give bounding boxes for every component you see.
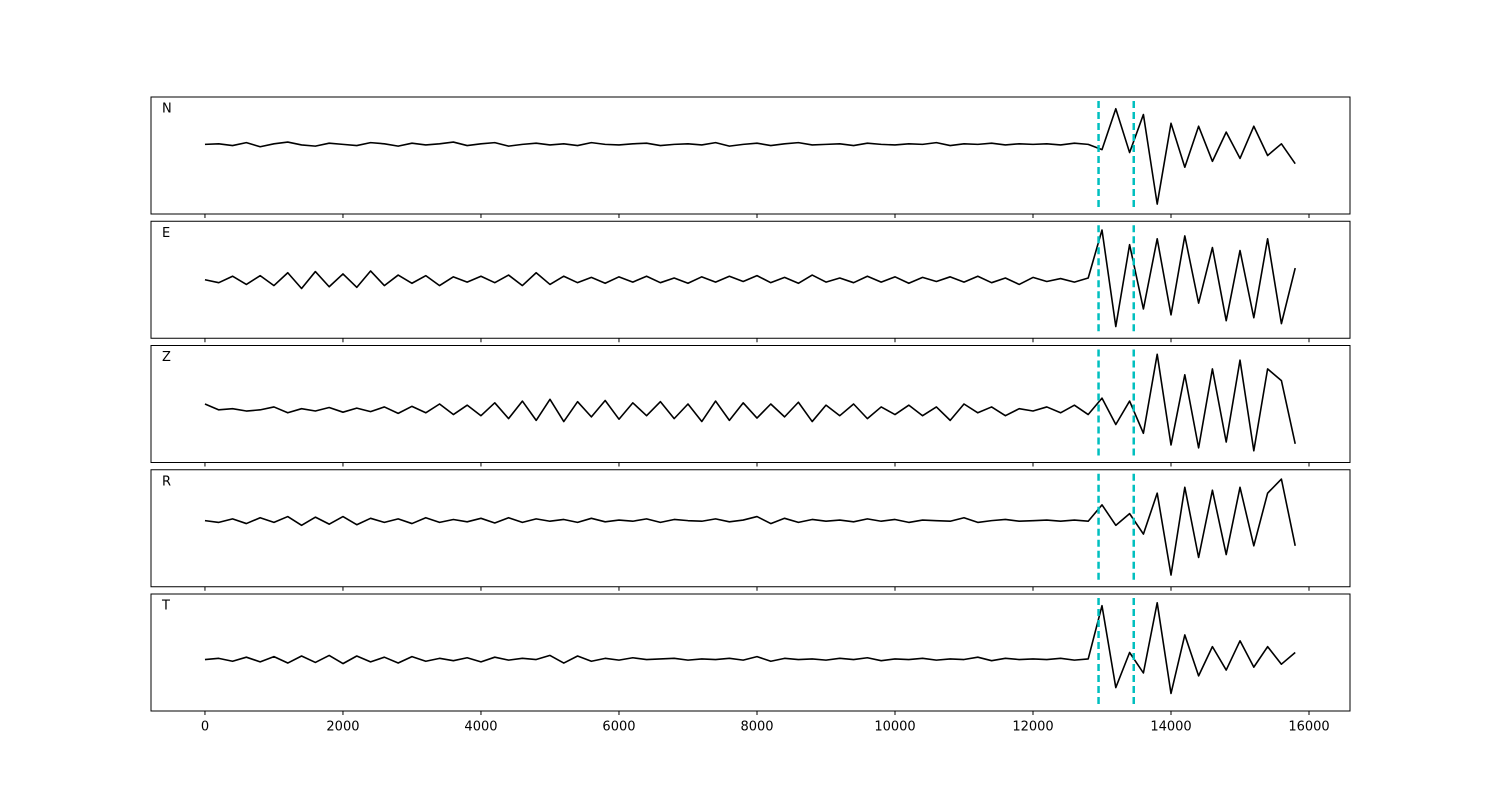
x-tick-label: 2000 <box>326 720 359 735</box>
panel-label: R <box>162 474 171 489</box>
x-tick-label: 8000 <box>740 720 773 735</box>
panel-frame <box>150 220 1351 339</box>
x-tick-label: 10000 <box>874 720 915 735</box>
panel-label: N <box>162 102 172 117</box>
x-tick-label: 4000 <box>464 720 497 735</box>
panel-frame <box>150 345 1351 463</box>
trace <box>204 478 1296 576</box>
x-tick-label: 6000 <box>602 720 635 735</box>
x-tick-label: 16000 <box>1288 720 1329 735</box>
panel-frame <box>150 469 1351 588</box>
trace <box>204 107 1296 205</box>
panel-frame <box>150 96 1351 215</box>
x-tick-label: 14000 <box>1150 720 1191 735</box>
trace <box>204 353 1296 452</box>
x-tick-label: 0 <box>201 720 209 735</box>
panel-frame <box>150 593 1351 712</box>
trace <box>204 229 1296 328</box>
panel-label: E <box>162 226 170 241</box>
panel-label: Z <box>162 350 171 365</box>
panel-label: T <box>161 599 170 614</box>
trace <box>204 601 1296 695</box>
x-tick-label: 12000 <box>1012 720 1053 735</box>
